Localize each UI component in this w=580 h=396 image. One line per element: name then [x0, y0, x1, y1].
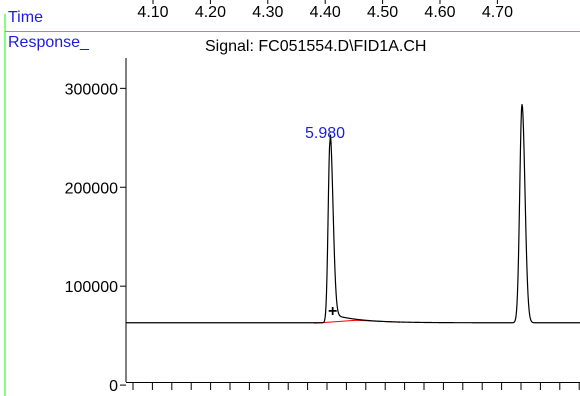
- response-axis-label: Response_: [8, 34, 90, 51]
- time-axis-ticks: 4.10 4.20 4.30 4.40 4.50 4.60 4.70: [137, 0, 513, 21]
- y-tick-label: 300000: [65, 81, 118, 98]
- peak-retention-label: 5.980: [305, 125, 345, 142]
- y-tick-label: 100000: [65, 279, 118, 296]
- time-tick-label: 4.30: [252, 4, 283, 21]
- signal-trace: [126, 104, 580, 324]
- time-tick-label: 4.50: [367, 4, 398, 21]
- time-tick-label: 4.70: [482, 4, 513, 21]
- integration-marker: +: [328, 303, 337, 320]
- time-tick-label: 4.40: [310, 4, 341, 21]
- signal-title: Signal: FC051554.D\FID1A.CH: [205, 38, 426, 55]
- time-tick-label: 4.10: [137, 4, 168, 21]
- y-axis-ticks: 0 100000 200000 300000: [65, 81, 126, 395]
- time-axis-label: Time: [8, 9, 43, 26]
- x-axis-minor-ticks: [132, 382, 580, 390]
- y-tick-label: 200000: [65, 180, 118, 197]
- y-tick-label: 0: [109, 378, 118, 395]
- time-tick-label: 4.20: [195, 4, 226, 21]
- time-tick-label: 4.60: [424, 4, 455, 21]
